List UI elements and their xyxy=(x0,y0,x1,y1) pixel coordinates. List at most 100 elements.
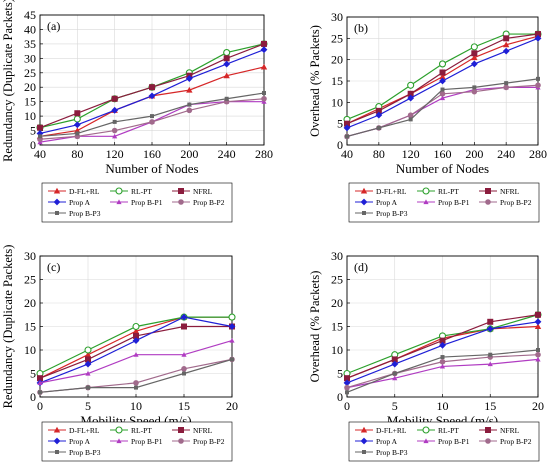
x-tick-label: 200 xyxy=(465,147,483,161)
legend: D-FL+RL RL-PT NFRL Prop A Prop B-P1 Prop B-P2… xyxy=(41,182,233,223)
y-axis-label: Overhead (% Packets) xyxy=(308,25,322,137)
data-point xyxy=(223,55,230,62)
data-point xyxy=(471,50,478,57)
legend-item: Prop B-P3 xyxy=(48,448,101,457)
legend-swatch-marker xyxy=(362,211,366,215)
legend-label: Prop B-P1 xyxy=(131,437,163,446)
data-point xyxy=(439,69,446,76)
legend-label: Prop B-P2 xyxy=(193,198,225,207)
data-point xyxy=(223,60,231,68)
legend-swatch-marker xyxy=(115,187,123,195)
legend-label: Prop B-P3 xyxy=(69,448,101,457)
y-tick-label: 10 xyxy=(331,95,343,109)
data-point xyxy=(503,35,510,42)
data-point xyxy=(230,357,234,362)
data-point xyxy=(534,318,542,326)
data-point xyxy=(503,84,509,91)
legend-label: D-FL+RL xyxy=(69,187,100,196)
y-tick-label: 45 xyxy=(24,8,36,22)
panel-label: (c) xyxy=(47,260,60,274)
data-point xyxy=(75,131,80,136)
y-tick-label: 5 xyxy=(337,367,343,381)
y-tick-label: 0 xyxy=(30,390,36,404)
data-point xyxy=(344,120,350,127)
legend-swatch-marker xyxy=(485,188,491,194)
legend-swatch-marker xyxy=(55,450,59,454)
data-point xyxy=(535,311,541,318)
legend-item: Prop B-P1 xyxy=(110,198,163,207)
y-tick-label: 35 xyxy=(24,37,36,51)
data-point xyxy=(439,337,446,344)
legend-label: NFRL xyxy=(193,426,213,435)
data-point xyxy=(440,87,445,92)
x-tick-label: 160 xyxy=(434,147,452,161)
legend-label: D-FL+RL xyxy=(376,426,407,435)
data-point xyxy=(502,47,510,55)
data-point xyxy=(440,355,445,360)
legend-swatch-marker xyxy=(422,187,430,195)
y-tick-label: 5 xyxy=(337,117,343,131)
legend-item: Prop B-P2 xyxy=(172,198,225,207)
legend: D-FL+RL RL-PT NFRL Prop A Prop B-P1 Prop B-P2… xyxy=(348,182,540,223)
x-tick-label: 5 xyxy=(392,399,398,413)
data-point xyxy=(185,75,193,82)
panel-label: (b) xyxy=(354,21,368,35)
legend-label: Prop B-P1 xyxy=(438,198,470,207)
data-point xyxy=(111,106,119,114)
data-point xyxy=(504,81,509,86)
series-3 xyxy=(36,46,268,137)
series-6 xyxy=(345,348,540,395)
data-point xyxy=(86,385,90,390)
legend-swatch-marker xyxy=(360,198,368,206)
data-point xyxy=(134,385,138,390)
legend-item: NFRL xyxy=(479,426,520,435)
data-point xyxy=(535,356,541,362)
data-point xyxy=(228,323,236,330)
x-tick-label: 0 xyxy=(37,399,43,413)
legend-swatch-marker xyxy=(360,437,368,445)
y-tick-label: 15 xyxy=(331,74,343,88)
legend-swatch-marker xyxy=(53,187,61,194)
y-tick-label: 20 xyxy=(331,53,343,67)
y-tick-label: 5 xyxy=(30,124,36,138)
series-4 xyxy=(37,338,235,385)
x-tick-label: 280 xyxy=(529,147,547,161)
x-tick-label: 80 xyxy=(71,147,83,161)
legend-label: Prop A xyxy=(69,198,91,207)
legend-swatch-marker xyxy=(116,199,122,205)
x-tick-label: 120 xyxy=(402,147,420,161)
x-tick-label: 80 xyxy=(373,147,385,161)
y-tick-label: 10 xyxy=(24,343,36,357)
data-point xyxy=(149,119,155,125)
series-3 xyxy=(343,318,542,387)
x-axis-label: Number of Nodes xyxy=(105,161,198,176)
data-point xyxy=(261,40,267,47)
series-2 xyxy=(344,31,541,127)
data-point xyxy=(85,356,91,363)
data-point xyxy=(112,119,117,124)
y-tick-label: 0 xyxy=(337,390,343,404)
legend-swatch-marker xyxy=(485,199,491,205)
y-tick-label: 30 xyxy=(331,10,343,24)
data-point xyxy=(471,88,478,95)
panel-label: (a) xyxy=(47,19,60,33)
data-point xyxy=(375,107,382,114)
y-axis-label: Redundancy (Duplicate Packets) xyxy=(1,245,15,409)
data-point xyxy=(439,341,446,349)
legend-item: D-FL+RL xyxy=(355,426,407,435)
y-tick-label: 40 xyxy=(24,22,36,36)
data-point xyxy=(344,384,350,391)
data-point xyxy=(133,332,139,339)
data-point xyxy=(487,361,493,367)
data-point xyxy=(37,124,43,131)
x-tick-label: 5 xyxy=(85,399,91,413)
data-point xyxy=(84,360,92,368)
data-point xyxy=(111,127,118,134)
data-point xyxy=(488,352,493,357)
legend-item: D-FL+RL xyxy=(355,187,407,196)
legend-box xyxy=(41,182,233,223)
x-tick-label: 20 xyxy=(226,399,238,413)
x-tick-label: 10 xyxy=(437,399,449,413)
